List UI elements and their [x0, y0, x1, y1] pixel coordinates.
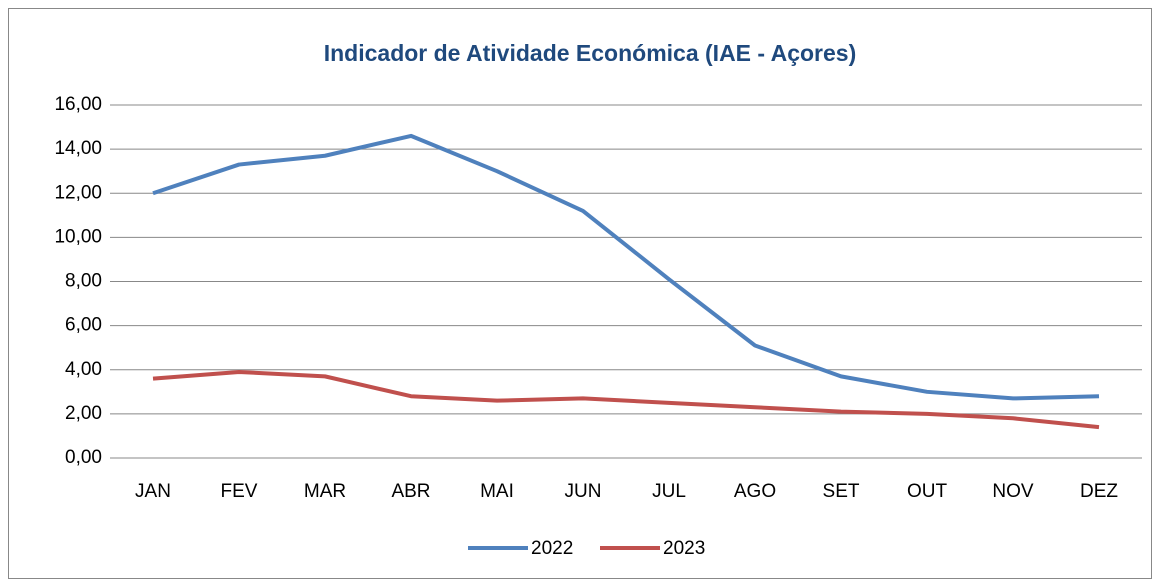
x-tick-label: JUL	[652, 481, 686, 502]
x-tick-label: NOV	[992, 481, 1034, 502]
y-tick-label: 2,00	[65, 403, 102, 424]
y-tick-label: 0,00	[65, 447, 102, 468]
y-tick-label: 16,00	[54, 94, 102, 115]
x-tick-label: ABR	[391, 481, 430, 502]
y-tick-label: 10,00	[54, 226, 102, 247]
y-tick-label: 14,00	[54, 138, 102, 159]
y-tick-label: 4,00	[65, 359, 102, 380]
chart-title: Indicador de Atividade Económica (IAE - …	[324, 40, 857, 66]
x-tick-label: SET	[823, 481, 860, 502]
legend-label: 2023	[663, 538, 705, 559]
x-tick-label: JUN	[565, 481, 602, 502]
x-tick-label: AGO	[734, 481, 776, 502]
chart-border	[8, 8, 1152, 579]
y-tick-label: 8,00	[65, 271, 102, 292]
x-tick-label: MAR	[304, 481, 346, 502]
x-tick-label: DEZ	[1080, 481, 1118, 502]
y-tick-label: 6,00	[65, 315, 102, 336]
series-line	[152, 369, 1100, 430]
x-tick-label: JAN	[135, 481, 171, 502]
x-tick-label: OUT	[907, 481, 948, 502]
series-line	[152, 133, 1100, 401]
x-tick-label: MAI	[480, 481, 514, 502]
legend-label: 2022	[531, 538, 573, 559]
x-tick-label: FEV	[221, 481, 258, 502]
y-tick-label: 12,00	[54, 182, 102, 203]
